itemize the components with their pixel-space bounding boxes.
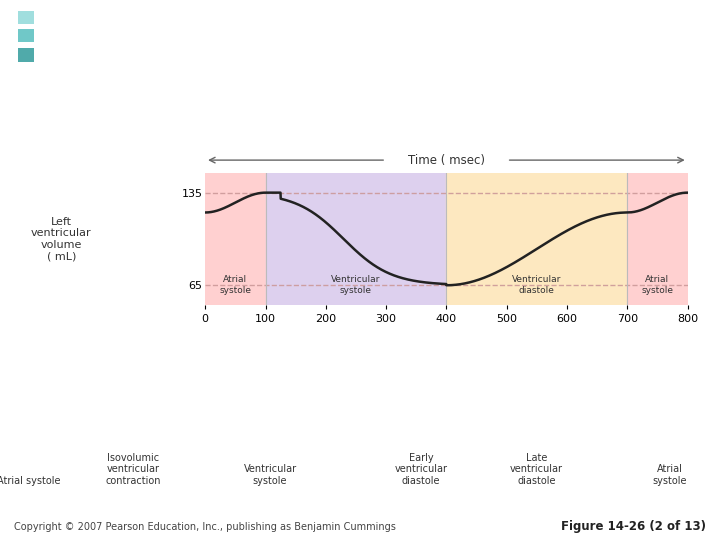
Text: Wiggers Diagram: Wiggers Diagram xyxy=(45,26,289,50)
Text: Late
ventricular
diastole: Late ventricular diastole xyxy=(510,453,563,486)
Text: Isovolumic
ventricular
contraction: Isovolumic ventricular contraction xyxy=(105,453,161,486)
Text: Ventricular
diastole: Ventricular diastole xyxy=(512,275,562,294)
Text: Ventricular
systole: Ventricular systole xyxy=(331,275,381,294)
Text: Time ( msec): Time ( msec) xyxy=(408,153,485,167)
Text: Ventricular
systole: Ventricular systole xyxy=(243,464,297,486)
Text: Atrial systole: Atrial systole xyxy=(0,476,60,486)
Text: Copyright © 2007 Pearson Education, Inc., publishing as Benjamin Cummings: Copyright © 2007 Pearson Education, Inc.… xyxy=(14,522,396,531)
Text: Atrial
systole: Atrial systole xyxy=(220,275,251,294)
Bar xyxy=(18,29,34,42)
Bar xyxy=(446,173,627,305)
Text: Atrial
systole: Atrial systole xyxy=(642,275,673,294)
Bar xyxy=(205,173,266,305)
Bar xyxy=(627,173,688,305)
Text: Atrial
systole: Atrial systole xyxy=(652,464,687,486)
Bar xyxy=(18,11,34,24)
Text: Early
ventricular
diastole: Early ventricular diastole xyxy=(395,453,448,486)
Text: Left
ventricular
volume
( mL): Left ventricular volume ( mL) xyxy=(31,217,91,261)
Bar xyxy=(18,49,34,62)
Text: Figure 14-26 (2 of 13): Figure 14-26 (2 of 13) xyxy=(561,520,706,533)
Bar xyxy=(266,173,446,305)
